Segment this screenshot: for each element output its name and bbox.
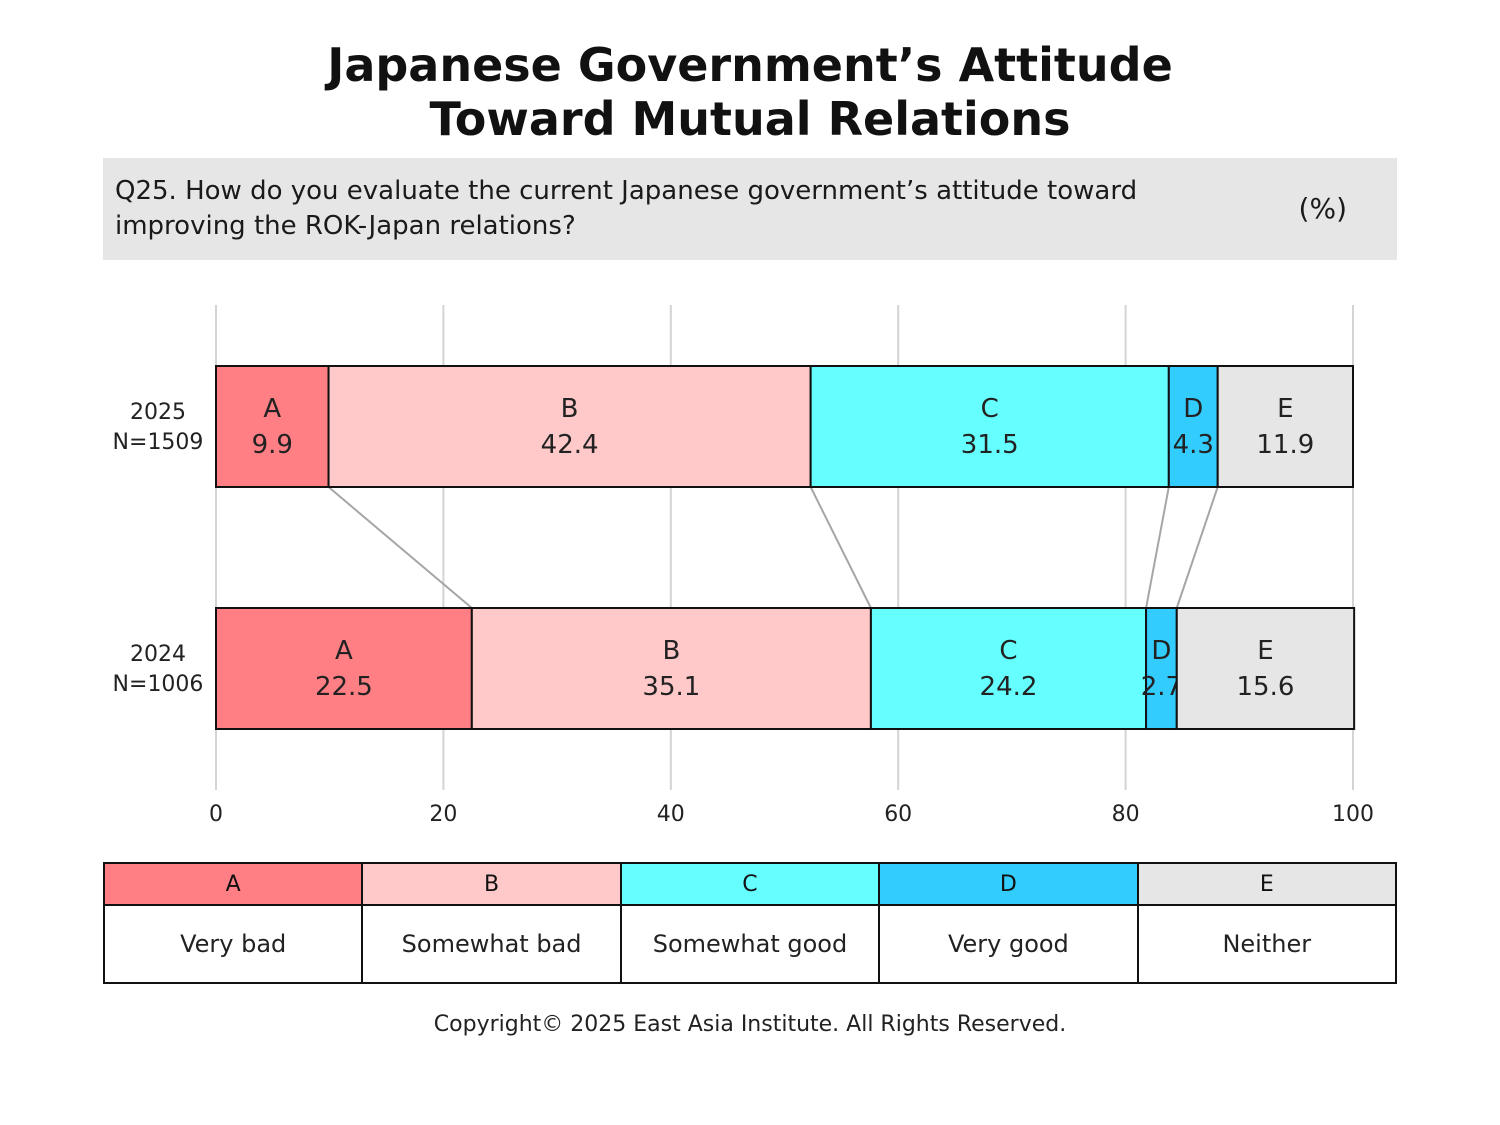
bar-segment-d-1 [1145, 607, 1178, 730]
segment-key-label-d-0: D [1183, 394, 1203, 424]
x-tick-label-100: 100 [1332, 802, 1374, 827]
segment-key-label-d-1: D [1151, 636, 1171, 666]
bar-segment-d-0 [1167, 365, 1219, 488]
x-tick-label-0: 0 [209, 802, 223, 827]
data-label-b-1: 35.1 [642, 672, 700, 702]
x-tick-label-60: 60 [884, 802, 912, 827]
data-label-d-0: 4.3 [1173, 430, 1214, 460]
segment-key-label-c-0: C [981, 394, 999, 424]
data-label-c-0: 31.5 [961, 430, 1019, 460]
copyright-text: Copyright© 2025 East Asia Institute. All… [433, 1012, 1067, 1037]
connector-line-a [327, 486, 473, 609]
legend-key-a: A [102, 862, 364, 906]
x-tick-label-20: 20 [429, 802, 457, 827]
x-tick-label-40: 40 [657, 802, 685, 827]
data-label-c-1: 24.2 [980, 672, 1038, 702]
legend-key-b: B [361, 862, 622, 906]
legend-key-d: D [878, 862, 1139, 906]
bar-segment-c-1 [869, 607, 1148, 730]
bar-segment-e-1 [1175, 607, 1356, 730]
segment-key-label-b-0: B [561, 394, 579, 424]
data-label-d-1: 2.7 [1141, 672, 1182, 702]
legend-label-b: Somewhat bad [361, 904, 622, 984]
category-label-0-line-1: N=1509 [113, 430, 204, 455]
chart-title: Japanese Government’s Attitude Toward Mu… [0, 38, 1500, 146]
bar-segment-a-0 [215, 365, 330, 488]
question-text: Q25. How do you evaluate the current Jap… [115, 176, 1138, 241]
legend-label-row: Very bad Somewhat bad Somewhat good Very… [102, 904, 1398, 984]
connector-line-d [1175, 486, 1219, 609]
x-tick-label-80: 80 [1112, 802, 1140, 827]
question-box: Q25. How do you evaluate the current Jap… [103, 158, 1397, 260]
unit-label: (%) [1298, 192, 1347, 225]
data-label-b-0: 42.4 [541, 430, 599, 460]
category-label-1-line-1: N=1006 [113, 672, 204, 697]
legend-label-e: Neither [1136, 904, 1398, 984]
category-label-0-line-0: 2025 [130, 400, 186, 425]
bar-segment-e-0 [1216, 365, 1355, 488]
bar-segment-b-0 [327, 365, 812, 488]
legend-label-d: Very good [878, 904, 1139, 984]
segment-key-label-c-1: C [999, 636, 1017, 666]
connector-line-b [809, 486, 872, 609]
bar-segment-a-1 [215, 607, 473, 730]
segment-key-label-e-1: E [1257, 636, 1273, 666]
legend-label-a: Very bad [102, 904, 364, 984]
data-label-a-1: 22.5 [315, 672, 373, 702]
segment-key-label-a-0: A [263, 394, 281, 424]
segment-key-label-e-0: E [1277, 394, 1293, 424]
legend-table: A B C D E Very bad Somewhat bad Somewhat… [102, 862, 1398, 984]
legend-key-row: A B C D E [102, 862, 1398, 906]
category-label-1-line-0: 2024 [130, 642, 186, 667]
chart-title-line-1: Japanese Government’s Attitude [327, 38, 1173, 92]
segment-key-label-b-1: B [662, 636, 680, 666]
bar-segment-b-1 [470, 607, 872, 730]
legend-label-c: Somewhat good [619, 904, 881, 984]
data-label-e-1: 15.6 [1237, 672, 1295, 702]
data-label-a-0: 9.9 [252, 430, 293, 460]
data-label-e-0: 11.9 [1256, 430, 1314, 460]
legend-key-c: C [619, 862, 881, 906]
segment-key-label-a-1: A [335, 636, 353, 666]
legend-key-e: E [1136, 862, 1398, 906]
chart-title-line-2: Toward Mutual Relations [429, 92, 1071, 146]
bar-segment-c-0 [809, 365, 1170, 488]
stacked-bar-chart: A 9.9 B 42.4 C 31.5 D 4.3 E 11.9 2025 N=1509 A 22.5 B 3… [113, 305, 1374, 827]
connector-line-c [1145, 486, 1170, 609]
